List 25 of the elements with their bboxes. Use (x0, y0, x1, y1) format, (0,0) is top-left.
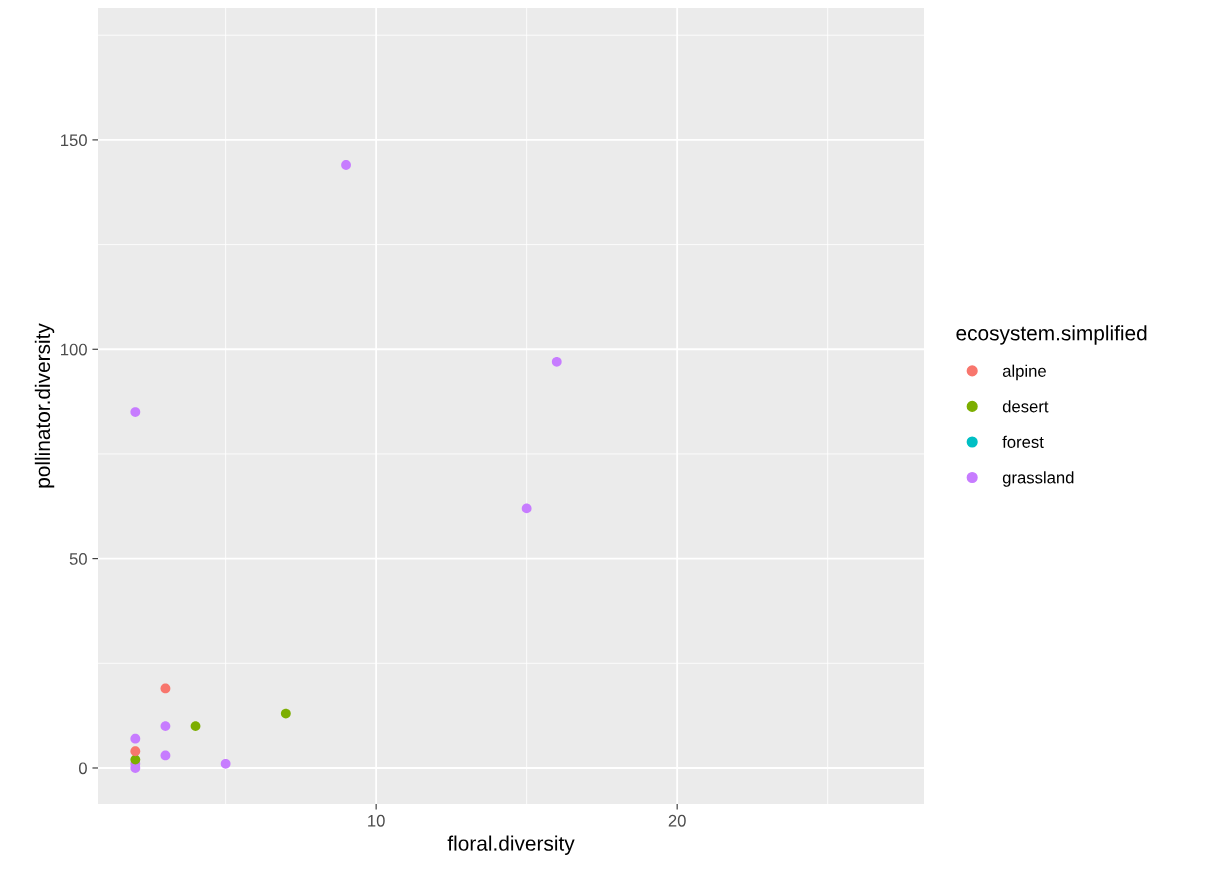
x-tick-label: 20 (668, 814, 686, 827)
point (160, 721, 171, 732)
y-tick-label: 0 (78, 762, 87, 775)
y-tick-label: 50 (69, 553, 87, 565)
point (130, 407, 141, 417)
point (280, 708, 291, 719)
point (160, 683, 171, 694)
point (130, 733, 141, 744)
point (521, 503, 532, 514)
point (551, 356, 562, 367)
point (160, 750, 171, 761)
x-tick-label: 10 (368, 814, 385, 827)
legend-title: ecosystem.simplified (956, 325, 1147, 345)
x-axis-title: floral.diversity (447, 835, 575, 855)
point (220, 758, 231, 769)
legend-label: desert (1002, 400, 1049, 413)
legend-label: forest (1002, 435, 1044, 448)
legend-label: grassland (1002, 471, 1074, 487)
y-tick-label: 100 (61, 343, 87, 356)
point (130, 746, 141, 757)
point (190, 721, 201, 732)
legend-label: alpine (1002, 364, 1046, 381)
point (341, 160, 351, 170)
y-axis-title: pollinator.diversity (34, 323, 55, 488)
y-tick-label: 150 (61, 134, 87, 147)
